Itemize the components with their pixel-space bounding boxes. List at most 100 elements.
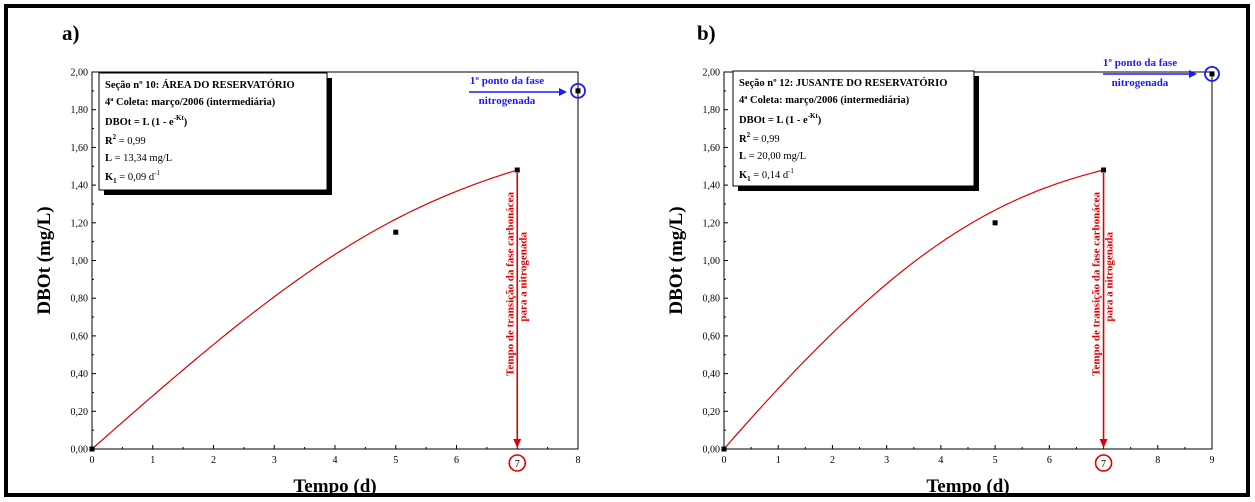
y-tick-label: 0,00: [71, 445, 89, 456]
x-axis-title: Tempo (d): [293, 476, 376, 497]
l-label: L: [105, 153, 112, 164]
info-box-k: K1 = 0,14 d-1: [739, 167, 794, 183]
info-box-k: K1 = 0,09 d-1: [105, 169, 160, 185]
y-tick-label: 1,60: [71, 143, 89, 154]
data-point-marker: [721, 446, 727, 452]
arrow-icon: [1099, 439, 1108, 448]
info-box-r2: R2 = 0,99: [105, 133, 146, 147]
y-tick-label: 1,40: [703, 181, 721, 192]
info-box-coleta: 4ª Coleta: março/2006 (intermediária): [105, 97, 276, 108]
info-box-coleta: 4ª Coleta: março/2006 (intermediária): [739, 95, 910, 106]
panel-label: b): [697, 21, 716, 45]
x-axis-title: Tempo (d): [926, 476, 1009, 497]
y-tick-label: 2,00: [71, 68, 89, 79]
r2-label: R: [105, 136, 113, 147]
k-exponent: -1: [154, 169, 160, 177]
figure-border: [4, 4, 1250, 497]
data-point-marker: [992, 220, 998, 226]
data-point-marker: [514, 167, 520, 173]
transition-label-line-2: para a nitrogenada: [517, 232, 529, 322]
y-tick-label: 0,40: [703, 369, 721, 380]
y-tick-label: 0,00: [703, 445, 721, 456]
y-tick-label: 2,00: [703, 68, 721, 79]
arrow-icon: [559, 88, 567, 96]
x-tick-label: 8: [576, 455, 581, 466]
equation-exponent: -Kt: [174, 114, 185, 122]
x-tick-label: 0: [90, 455, 95, 466]
y-tick-label: 1,80: [71, 105, 89, 116]
x-tick-label: 4: [333, 455, 338, 466]
x-tick-label: 1: [150, 455, 155, 466]
x-tick-label: 6: [454, 455, 459, 466]
info-box-r2: R2 = 0,99: [739, 131, 780, 145]
y-tick-label: 0,40: [71, 369, 89, 380]
r2-label: R: [739, 134, 747, 145]
info-box-l: L = 13,34 mg/L: [105, 153, 172, 164]
nitro-point-marker: [1209, 71, 1215, 77]
y-tick-label: 0,80: [703, 294, 721, 305]
circled-point-icon: [1204, 65, 1220, 82]
data-point-marker: [393, 229, 399, 235]
x-tick-label: 5: [393, 455, 398, 466]
data-point-marker: [89, 446, 95, 452]
fit-curve: [91, 169, 518, 450]
l-value: = 20,00 mg/L: [746, 151, 806, 162]
y-tick-label: 0,20: [71, 407, 89, 418]
transition-label-line-1: Tempo de transição da fase carbonácea: [504, 192, 516, 376]
y-tick-label: 1,40: [71, 181, 89, 192]
x-tick-label: 9: [1210, 455, 1215, 466]
nitro-label-line-1: 1º ponto da fase: [1103, 57, 1177, 69]
arrow-icon: [1189, 70, 1197, 78]
k-value: = 0,09 d: [117, 172, 155, 183]
chart-panel-b: b) 0,00 0,20 0,40 0,60 0,80 1,00 1,20 1,40 1,60 1,…: [666, 21, 1220, 497]
transition-label-line-1: Tempo de transição da fase carbonácea: [1091, 192, 1103, 376]
y-tick-label: 0,60: [703, 331, 721, 342]
data-point-marker: [1101, 167, 1107, 173]
info-box-equation: DBOt = L (1 - e-Kt): [739, 112, 822, 126]
transition-tick-circle: [508, 454, 527, 472]
equation-end: ): [184, 117, 188, 128]
l-label: L: [739, 151, 746, 162]
y-axis-title: DBOt (mg/L): [34, 206, 55, 314]
r2-exponent: 2: [113, 133, 117, 141]
y-tick-label: 0,60: [71, 331, 89, 342]
x-tick-label: 0: [722, 455, 727, 466]
arrow-icon: [513, 439, 522, 448]
k-value: = 0,14 d: [751, 170, 789, 181]
nitro-label-line-2: nitrogenada: [1112, 77, 1169, 89]
y-tick-label: 0,20: [703, 407, 721, 418]
transition-label-line-2: para a nitrogenada: [1104, 232, 1116, 322]
equation-end: ): [818, 115, 822, 126]
transition-tick-circle: [1094, 454, 1113, 472]
transition-tick-label: 7: [515, 459, 520, 470]
info-box-title: Seção nº 10: ÁREA DO RESERVATÓRIO: [105, 79, 295, 91]
x-tick-label: 5: [993, 455, 998, 466]
r2-value: = 0,99: [750, 134, 780, 145]
y-tick-label: 1,20: [703, 218, 721, 229]
k-subscript: 1: [113, 177, 117, 185]
nitro-label-line-1: 1º ponto da fase: [470, 75, 544, 87]
x-tick-label: 4: [938, 455, 943, 466]
r2-value: = 0,99: [116, 136, 146, 147]
chart-panel-a: a) 0,00 0,20 0,40 0,60 0,80 1,00 1,20 1,40 1,60 1,…: [34, 21, 586, 497]
transition-label: Tempo de transição da fase carbonáceapar…: [1091, 192, 1116, 376]
l-value: = 13,34 mg/L: [112, 153, 172, 164]
info-box-title: Seção nº 12: JUSANTE DO RESERVATÓRIO: [739, 77, 947, 89]
y-axis-title: DBOt (mg/L): [666, 206, 687, 314]
y-tick-label: 1,20: [71, 218, 89, 229]
k-label: K: [105, 172, 114, 183]
panel-label: a): [62, 21, 80, 45]
y-tick-label: 0,80: [71, 294, 89, 305]
transition-label: Tempo de transição da fase carbonáceapar…: [504, 192, 529, 376]
equation-main: DBOt = L (1 - e: [105, 117, 174, 128]
y-tick-label: 1,00: [703, 256, 721, 267]
transition-tick-label: 7: [1101, 459, 1106, 470]
circled-point-icon: [570, 82, 586, 99]
x-tick-label: 3: [272, 455, 277, 466]
r2-exponent: 2: [747, 131, 751, 139]
x-tick-label: 8: [1155, 455, 1160, 466]
info-box-l: L = 20,00 mg/L: [739, 151, 806, 162]
x-tick-label: 2: [211, 455, 216, 466]
k-exponent: -1: [788, 167, 794, 175]
